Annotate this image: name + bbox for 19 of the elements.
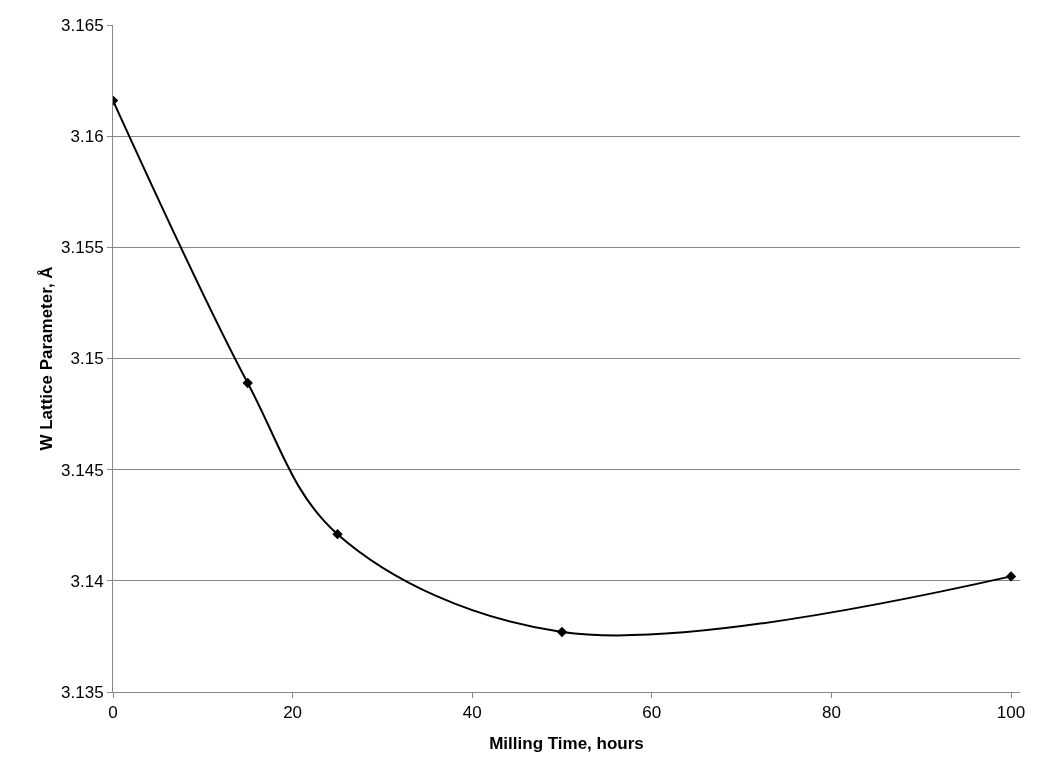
x-tick-label: 40 [462, 703, 482, 723]
x-tick-label: 20 [283, 703, 303, 723]
y-axis-title: W Lattice Parameter, Å [36, 266, 56, 451]
point [556, 626, 568, 638]
y-tick-label: 3.145 [61, 460, 104, 480]
y-tick-label: 3.15 [70, 349, 104, 369]
x-tick-label: 60 [642, 703, 662, 723]
y-tick-label: 3.155 [61, 238, 104, 258]
x-tick-label: 100 [996, 703, 1026, 723]
y-tick-label: 3.14 [70, 571, 104, 591]
point [242, 377, 253, 389]
x-tick-label: 0 [108, 703, 118, 723]
y-tick-label: 3.165 [61, 15, 104, 35]
x-tick-label: 80 [821, 703, 841, 723]
y-tick-label: 3.16 [70, 127, 104, 147]
point [1005, 571, 1017, 582]
y-tick-label: 3.135 [61, 682, 104, 702]
x-axis-title: Milling Time, hours [489, 733, 644, 753]
point [332, 528, 343, 540]
